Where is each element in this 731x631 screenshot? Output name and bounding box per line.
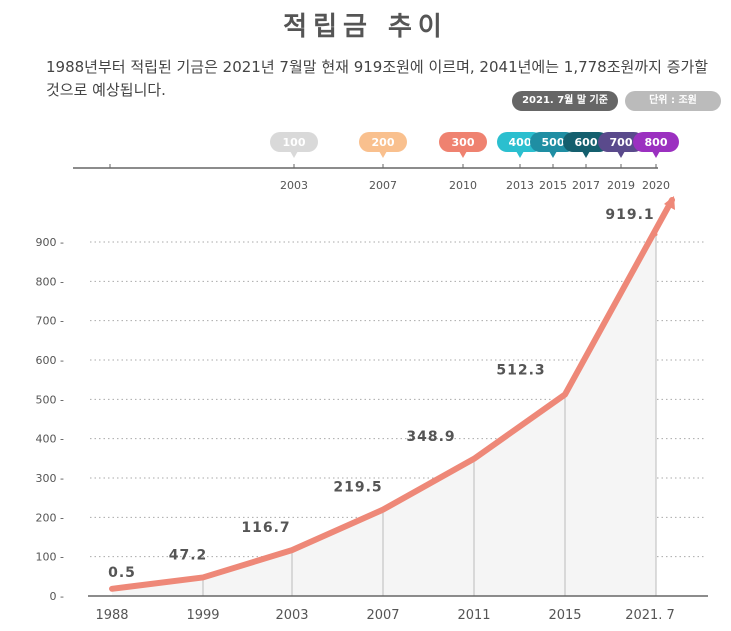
milestone-year: 2013	[506, 179, 534, 192]
milestone-year: 2003	[280, 179, 308, 192]
x-tick-label: 2003	[275, 608, 308, 623]
x-tick-label: 2011	[457, 608, 490, 623]
y-tick-label: 100 -	[36, 551, 64, 564]
milestone-year: 2020	[642, 179, 670, 192]
data-point	[654, 232, 658, 236]
bubble-value: 500	[542, 136, 565, 149]
bubble-pointer	[379, 151, 387, 158]
data-label: 116.7	[241, 520, 290, 536]
data-point	[110, 587, 114, 591]
data-label: 348.9	[406, 429, 455, 445]
milestone-bubble-100: 100	[270, 132, 318, 158]
y-tick-label: 900 -	[36, 236, 64, 249]
bubble-body	[270, 132, 318, 152]
milestone-bubble-300: 300	[439, 132, 487, 158]
milestone-bubble-600: 600	[563, 132, 609, 158]
data-point	[563, 392, 567, 396]
bubble-pointer	[549, 151, 557, 158]
milestone-year: 2017	[572, 179, 600, 192]
y-tick-label: 700 -	[36, 315, 64, 328]
bubble-value: 300	[452, 136, 475, 149]
milestone-bubble-700: 700	[598, 132, 644, 158]
bubble-body	[633, 132, 679, 152]
bubble-pointer	[652, 151, 660, 158]
bubble-pointer	[459, 151, 467, 158]
bubble-value: 600	[575, 136, 598, 149]
bubble-pointer	[290, 151, 298, 158]
bubble-value: 100	[283, 136, 306, 149]
data-point	[381, 508, 385, 512]
milestone-year: 2015	[539, 179, 567, 192]
x-tick-label: 1988	[95, 608, 128, 623]
y-tick-label: 400 -	[36, 433, 64, 446]
data-label: 919.1	[605, 207, 654, 223]
y-tick-label: 300 -	[36, 472, 64, 485]
bubble-pointer	[582, 151, 590, 158]
data-label: 219.5	[333, 480, 382, 496]
milestone-bubble-200: 200	[359, 132, 407, 158]
x-tick-label: 2007	[366, 608, 399, 623]
description: 1988년부터 적립된 기금은 2021년 7월말 현재 919조원에 이르며,…	[46, 58, 709, 99]
x-tick-label: 2015	[548, 608, 581, 623]
bubble-body	[563, 132, 609, 152]
milestone-year: 2010	[449, 179, 477, 192]
bubble-value: 800	[645, 136, 668, 149]
bubble-body	[598, 132, 644, 152]
y-tick-label: 200 -	[36, 511, 64, 524]
bubble-pointer	[516, 151, 524, 158]
y-tick-label: 500 -	[36, 393, 64, 406]
milestone-year: 2007	[369, 179, 397, 192]
bubble-pointer	[617, 151, 625, 158]
bubble-value: 400	[509, 136, 532, 149]
arrow-head	[664, 196, 675, 210]
page-title: 적립금 추이	[283, 12, 448, 42]
data-label: 0.5	[108, 565, 136, 581]
y-tick-label: 0 -	[50, 590, 64, 603]
bubble-value: 200	[372, 136, 395, 149]
milestone-bubble-800: 800	[633, 132, 679, 158]
area-fill	[112, 234, 656, 596]
data-point	[201, 575, 205, 579]
data-label: 47.2	[169, 547, 208, 563]
unit-badge: 단위 : 조원	[625, 91, 721, 111]
basis-badge: 2021. 7월 말 기준	[512, 91, 618, 111]
y-tick-label: 600 -	[36, 354, 64, 367]
bubble-body	[359, 132, 407, 152]
data-point	[472, 457, 476, 461]
bubble-body	[439, 132, 487, 152]
bubble-value: 700	[610, 136, 633, 149]
x-tick-label: 2021. 7	[625, 608, 675, 623]
x-tick-label: 1999	[186, 608, 219, 623]
milestone-year: 2019	[607, 179, 635, 192]
y-tick-label: 800 -	[36, 275, 64, 288]
data-label: 512.3	[496, 362, 545, 378]
data-point	[290, 548, 294, 552]
